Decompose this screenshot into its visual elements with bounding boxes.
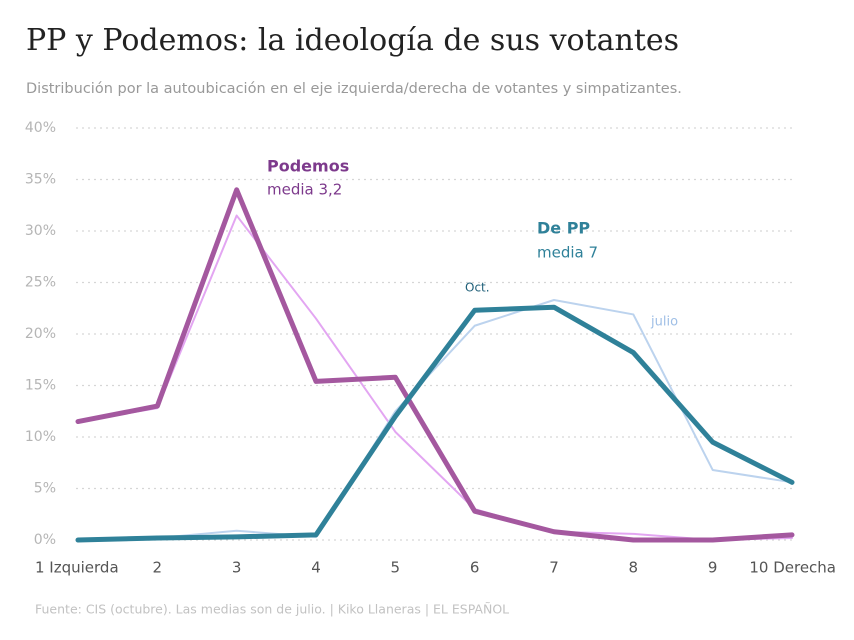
y-tick-label: 35% <box>25 172 56 188</box>
x-tick-label: 4 <box>311 559 321 577</box>
x-tick-label: 8 <box>629 559 639 577</box>
x-tick-label: 5 <box>391 559 401 577</box>
annotation: media 7 <box>537 244 598 262</box>
source: Fuente: CIS (octubre). Las medias son de… <box>35 602 509 617</box>
y-tick-label: 40% <box>25 120 56 136</box>
y-tick-label: 30% <box>25 223 56 239</box>
annotation: De PP <box>537 219 590 238</box>
series-line <box>75 304 795 543</box>
x-tick-label: 10 Derecha <box>749 559 836 577</box>
chart-subtitle: Distribución por la autoubicación en el … <box>26 81 682 97</box>
series-line <box>77 214 793 541</box>
chart-title: PP y Podemos: la ideología de sus votant… <box>26 23 679 58</box>
x-tick-label: 9 <box>708 559 718 577</box>
x-tick-label: 3 <box>232 559 242 577</box>
annotation: Podemos <box>267 157 349 176</box>
y-tick-label: 0% <box>34 532 56 548</box>
x-tick-label: 7 <box>549 559 559 577</box>
y-tick-label: 20% <box>25 326 56 342</box>
annotation: julio <box>650 315 678 330</box>
series-line <box>75 187 795 543</box>
y-tick-label: 15% <box>25 378 56 394</box>
y-tick-label: 5% <box>34 481 56 497</box>
y-tick-label: 25% <box>25 275 56 291</box>
annotation: Oct. <box>465 281 490 295</box>
y-tick-label: 10% <box>25 429 56 445</box>
x-tick-label: 1 Izquierda <box>35 559 119 577</box>
x-tick-label: 2 <box>153 559 163 577</box>
annotation: media 3,2 <box>267 181 342 199</box>
series-line <box>77 299 793 541</box>
x-tick-label: 6 <box>470 559 480 577</box>
